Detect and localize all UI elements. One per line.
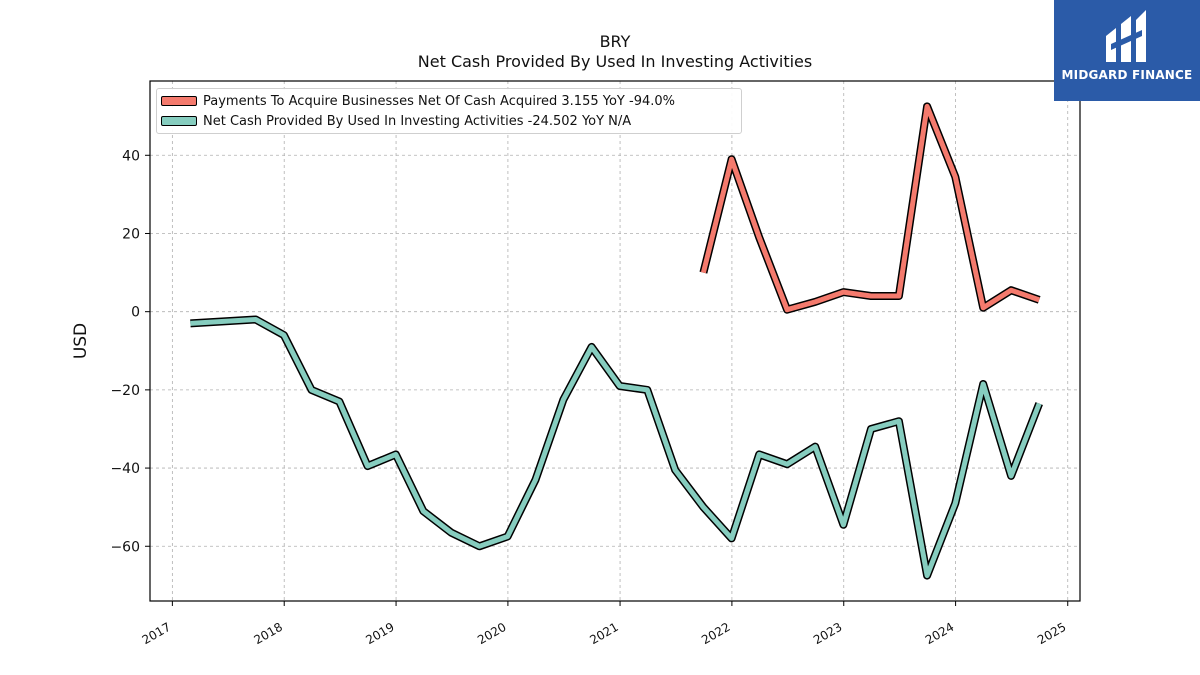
legend: Payments To Acquire Businesses Net Of Ca… (156, 88, 742, 134)
y-tick-label: −40 (110, 461, 140, 477)
series-net-cash-investing (190, 315, 1043, 580)
x-tick-label: 2018 (251, 620, 284, 647)
chart-title: BRY (599, 32, 631, 51)
series-outline (699, 102, 1041, 314)
chart-title-block: BRY Net Cash Provided By Used In Investi… (150, 32, 1080, 72)
series-outline (190, 315, 1043, 580)
series-line (190, 317, 1042, 579)
y-tick-label: −20 (110, 383, 140, 399)
chart-subtitle: Net Cash Provided By Used In Investing A… (417, 52, 813, 71)
x-tick-label: 2025 (1035, 620, 1068, 647)
x-tick-label: 2023 (811, 620, 844, 647)
series-lines (190, 102, 1043, 580)
y-axis-label: USD (71, 323, 91, 359)
x-tick-label: 2024 (923, 620, 956, 647)
x-tick-label: 2020 (475, 620, 508, 647)
y-tick-label: 40 (122, 148, 140, 164)
y-tick-label: 20 (122, 226, 140, 242)
legend-swatch-payments (161, 96, 197, 106)
y-tick-label: 0 (131, 305, 140, 321)
x-tick-label: 2021 (587, 620, 620, 647)
logo-text: MIDGARD FINANCE (1061, 68, 1193, 82)
x-tick-label: 2022 (699, 620, 732, 647)
legend-swatch-net-cash (161, 116, 197, 126)
brand-logo: MIDGARD FINANCE (1054, 0, 1200, 101)
legend-label-payments: Payments To Acquire Businesses Net Of Ca… (203, 93, 675, 109)
plot-frame (149, 80, 1081, 602)
logo-mark-icon (1106, 10, 1146, 62)
legend-item-payments: Payments To Acquire Businesses Net Of Ca… (161, 92, 675, 110)
x-tick-label: 2017 (140, 620, 173, 647)
y-tick-label: −60 (110, 539, 140, 555)
legend-label-net-cash: Net Cash Provided By Used In Investing A… (203, 113, 632, 129)
series-payments-to-acquire-businesses (699, 102, 1041, 314)
legend-item-net-cash: Net Cash Provided By Used In Investing A… (161, 112, 631, 130)
series-line (700, 103, 1041, 313)
x-tick-label: 2019 (363, 620, 396, 647)
